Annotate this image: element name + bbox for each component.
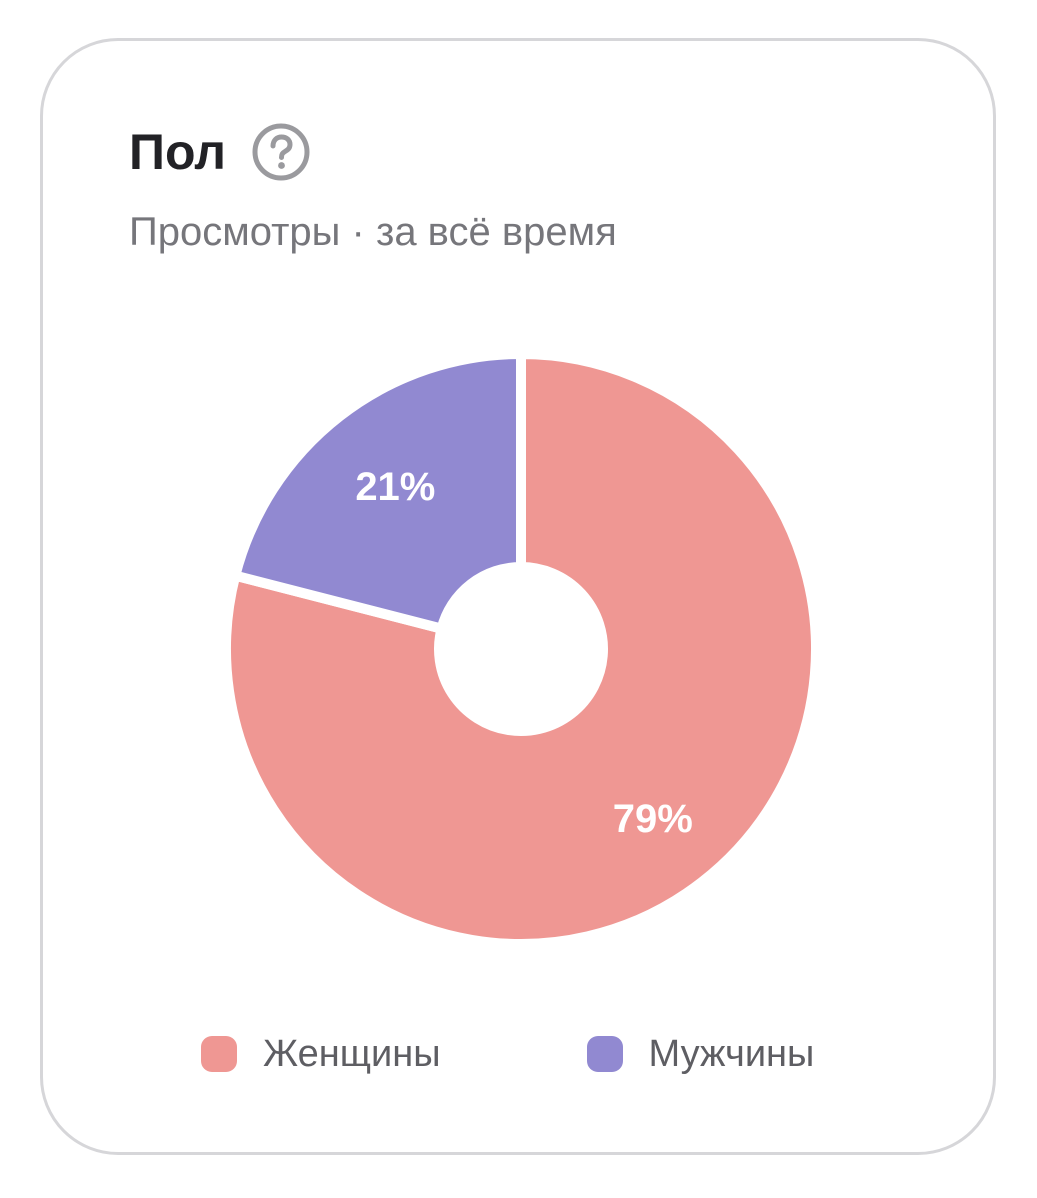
chart-legend: Женщины Мужчины — [201, 1031, 814, 1077]
legend-item-men[interactable]: Мужчины — [586, 1031, 815, 1077]
slice-label-women: 79% — [613, 797, 693, 841]
card-title: Пол — [129, 124, 226, 180]
legend-label-men: Мужчины — [648, 1033, 815, 1075]
legend-swatch-women — [201, 1036, 237, 1072]
slice-label-men: 21% — [355, 465, 435, 509]
question-circle-icon[interactable] — [252, 123, 310, 181]
card-header: Пол — [129, 121, 310, 183]
card-subtitle: Просмотры · за всё время — [129, 210, 617, 254]
legend-item-women[interactable]: Женщины — [201, 1031, 441, 1077]
legend-swatch-men — [586, 1036, 623, 1072]
legend-label-women: Женщины — [263, 1033, 441, 1075]
gender-donut-chart: 79% 21% — [221, 348, 821, 949]
gender-card: Пол Просмотры · за всё время 79% 21% Женщ… — [40, 38, 996, 1155]
donut-hole — [439, 567, 603, 731]
